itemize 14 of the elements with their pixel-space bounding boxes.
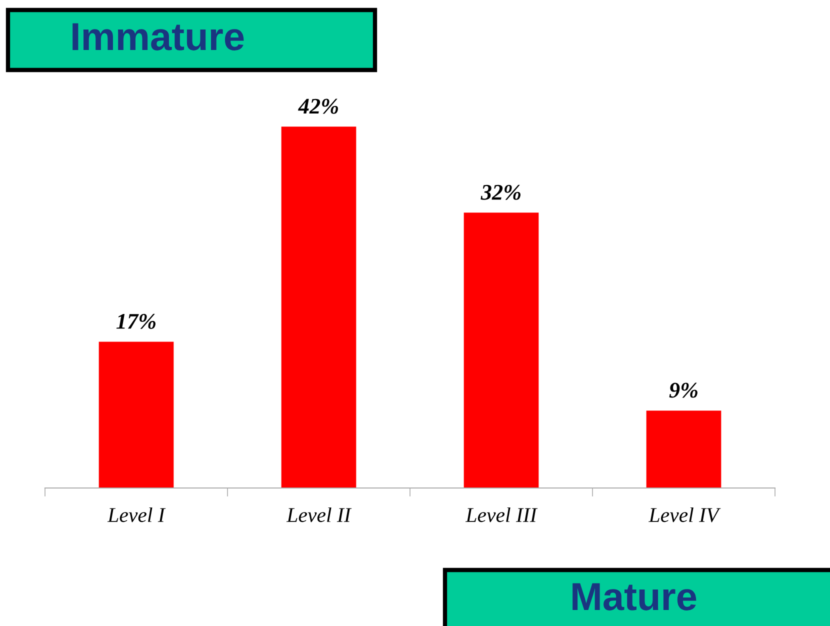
bar — [646, 410, 722, 488]
x-tick-label: Level II — [286, 507, 352, 522]
bar — [281, 126, 356, 488]
x-tick-label: Level III — [465, 507, 538, 522]
data-label: 9% — [669, 382, 698, 398]
x-tick-label: Level I — [107, 507, 166, 522]
bar — [464, 212, 539, 488]
bar — [98, 342, 174, 488]
data-label: 42% — [298, 98, 338, 114]
data-label: 17% — [116, 314, 156, 329]
text: Immature — [72, 23, 244, 50]
data-label: 32% — [480, 184, 520, 200]
x-tick-label: Level IV — [648, 507, 721, 522]
text: Mature — [572, 583, 696, 610]
